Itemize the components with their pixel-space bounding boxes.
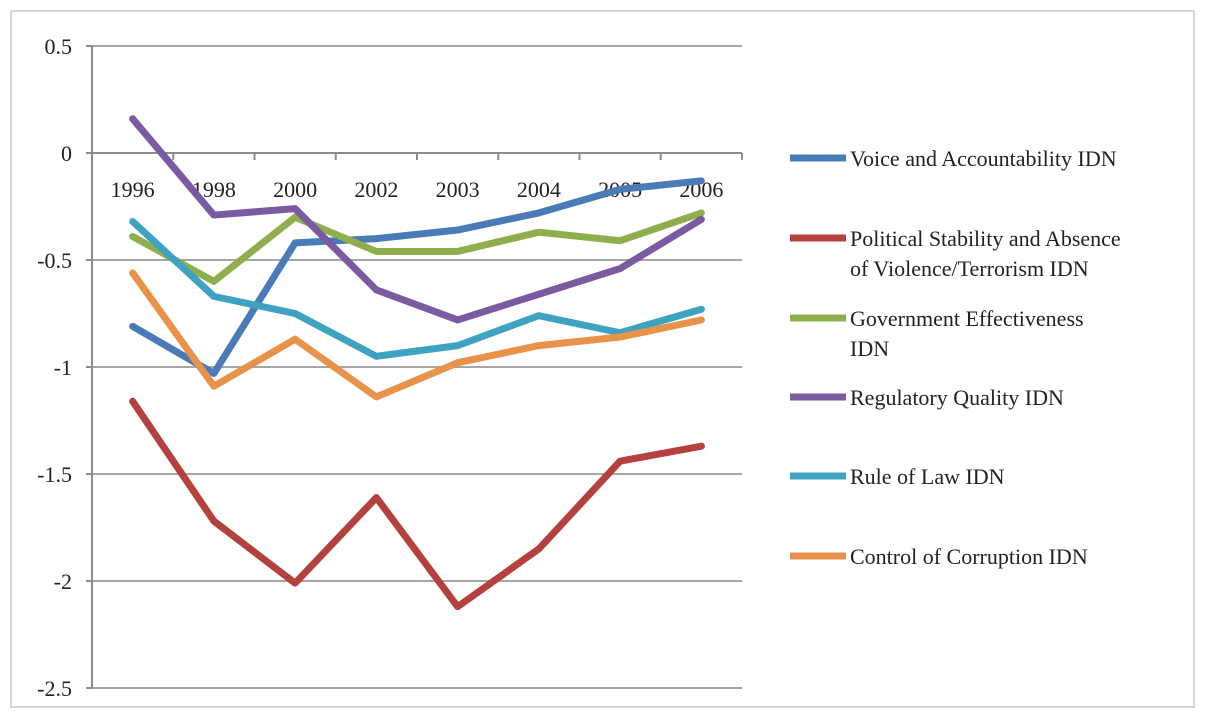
y-tick-label: 0 — [61, 141, 72, 166]
legend: Voice and Accountability IDN Political St… — [790, 146, 1121, 569]
x-tick-label: 2004 — [517, 177, 561, 202]
axes — [86, 45, 743, 689]
x-tick-label: 2000 — [273, 177, 317, 202]
x-tick-label: 1996 — [111, 177, 155, 202]
legend-label: Control of Corruption IDN — [850, 544, 1088, 569]
series-line-6 — [129, 269, 705, 401]
legend-label: Regulatory Quality IDN — [850, 385, 1064, 410]
series-line-5 — [129, 217, 705, 360]
legend-label: of Violence/Terrorism IDN — [850, 256, 1089, 281]
gridlines — [92, 45, 742, 689]
chart-frame — [10, 10, 1195, 708]
legend-label: IDN — [850, 336, 889, 361]
series-line-2 — [129, 397, 705, 611]
series-lines — [129, 115, 705, 611]
legend-label: Rule of Law IDN — [850, 464, 1005, 489]
y-tick-label: -2.5 — [37, 676, 72, 701]
y-tick-label: -2 — [54, 569, 72, 594]
legend-label: Political Stability and Absence — [850, 226, 1121, 251]
y-tick-labels: 0.5 0 -0.5 -1 -1.5 -2 -2.5 — [37, 34, 72, 701]
series-line-1 — [129, 177, 705, 377]
series-line-4 — [129, 115, 705, 324]
x-tick-label: 2003 — [436, 177, 480, 202]
legend-label: Voice and Accountability IDN — [850, 146, 1117, 171]
y-tick-label: -1 — [54, 355, 72, 380]
series-line-3 — [129, 209, 705, 285]
legend-label: Government Effectiveness — [850, 306, 1084, 331]
y-tick-label: -0.5 — [37, 248, 72, 273]
y-tick-label: 0.5 — [45, 34, 73, 59]
y-tick-label: -1.5 — [37, 462, 72, 487]
x-tick-label: 2002 — [354, 177, 398, 202]
